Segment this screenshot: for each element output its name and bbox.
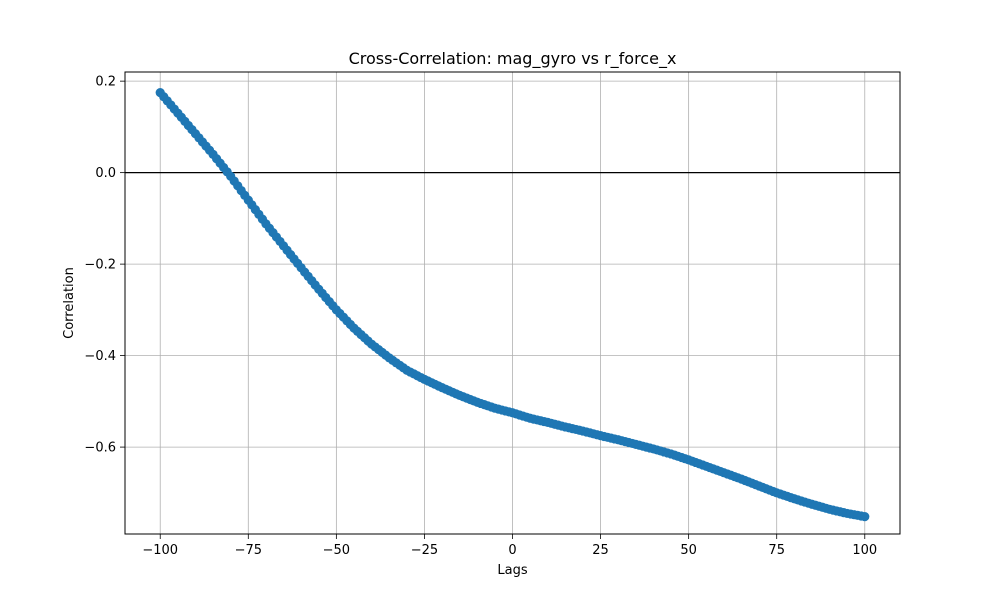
x-axis-label: Lags	[497, 563, 527, 578]
y-tick-label: −0.4	[84, 349, 116, 364]
x-tick-label: −25	[411, 543, 438, 558]
x-tick-label: 75	[768, 543, 785, 558]
y-tick-label: −0.2	[84, 258, 116, 273]
chart-title: Cross-Correlation: mag_gyro vs r_force_x	[349, 49, 677, 69]
x-tick-label: 50	[680, 543, 697, 558]
y-axis-ticks: 0.2 0.0 −0.2 −0.4 −0.6	[84, 75, 125, 456]
y-tick-label: 0.2	[95, 75, 116, 90]
y-tick-label: −0.6	[84, 441, 116, 456]
x-tick-label: 100	[852, 543, 877, 558]
x-axis-ticks: −100 −75 −50 −25 0 25 50 75 100	[142, 534, 877, 558]
y-tick-label: 0.0	[95, 166, 116, 181]
x-tick-label: 25	[592, 543, 609, 558]
x-tick-label: −75	[235, 543, 262, 558]
x-tick-label: 0	[508, 543, 516, 558]
x-tick-label: −100	[142, 543, 178, 558]
x-tick-label: −50	[323, 543, 350, 558]
data-point	[860, 512, 870, 522]
data-points	[155, 87, 870, 522]
y-axis-label: Correlation	[62, 267, 77, 339]
